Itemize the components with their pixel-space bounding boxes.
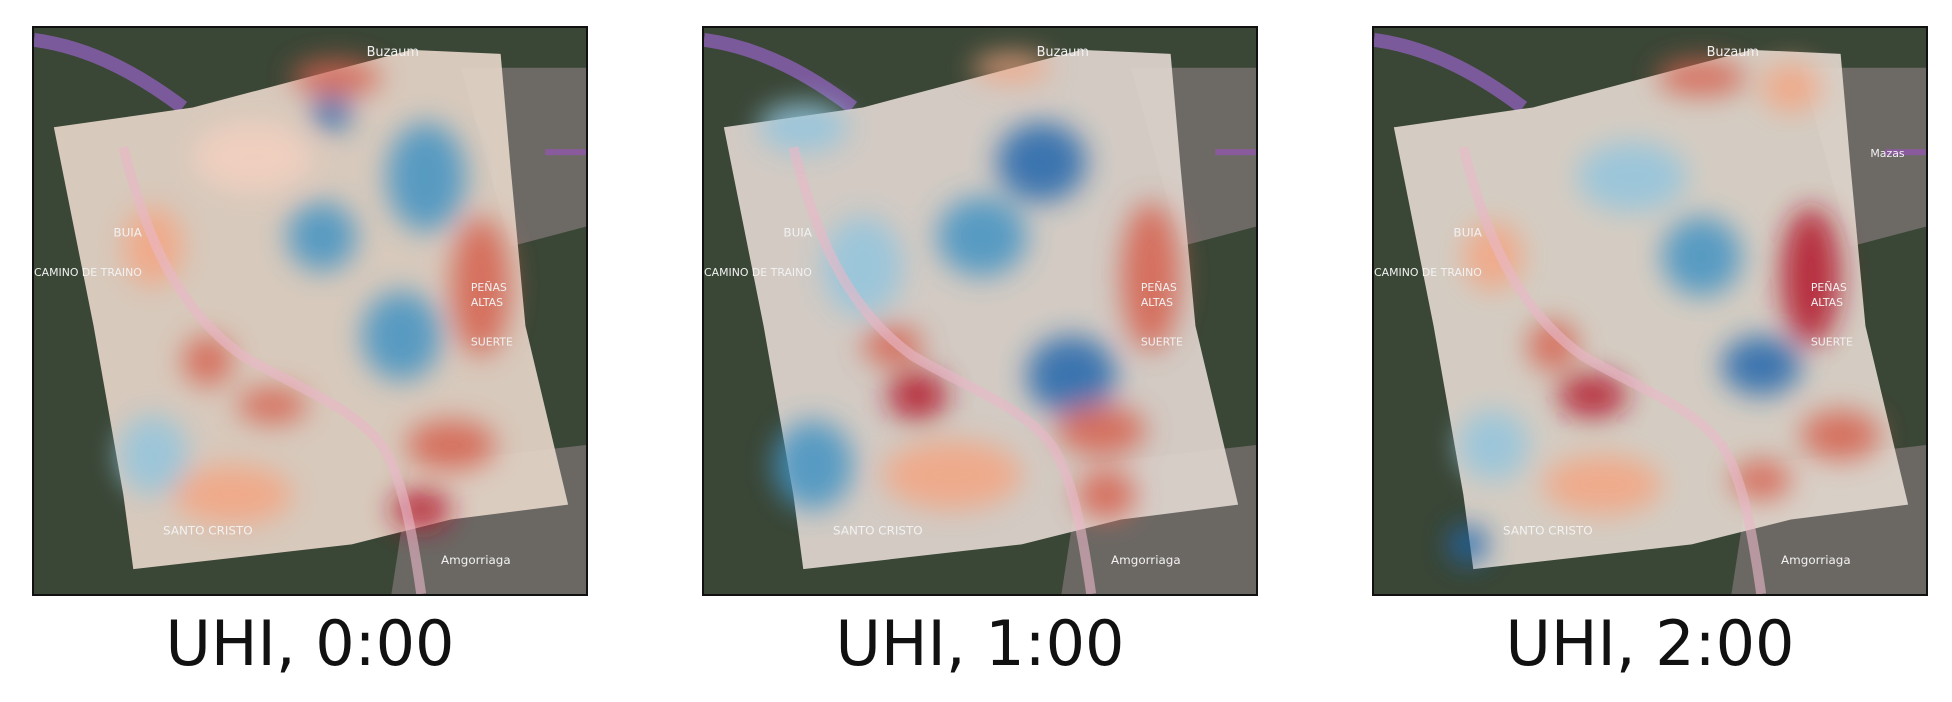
panel-0100: Buzaum BUIA CAMINO DE TRAINO PEÑAS ALTAS…: [702, 26, 1258, 684]
map-label-right-c: SUERTE: [471, 336, 513, 349]
uhi-anomalies: [1448, 59, 1881, 565]
map-label-bottom-right: Amgorriaga: [1781, 553, 1851, 567]
map-label-top: Buzaum: [367, 45, 419, 60]
uhi-map-0200: Buzaum Mazas BUIA CAMINO DE TRAINO PEÑAS…: [1374, 28, 1926, 594]
map-label-bottom-left: SANTO CRISTO: [1503, 523, 1593, 537]
map-label-road: CAMINO DE TRAINO: [34, 266, 142, 279]
map-label-left-town: BUIA: [783, 226, 812, 240]
map-label-right-a: PEÑAS: [1141, 281, 1177, 294]
highway-road: [1374, 33, 1528, 113]
uhi-anomalies: [758, 53, 1181, 520]
map-label-right-b: ALTAS: [1141, 296, 1173, 309]
uhi-map-0100: Buzaum BUIA CAMINO DE TRAINO PEÑAS ALTAS…: [704, 28, 1256, 594]
map-label-right-a: PEÑAS: [1811, 281, 1847, 294]
panel-caption: UHI, 2:00: [1505, 607, 1795, 680]
panel-0200: Buzaum Mazas BUIA CAMINO DE TRAINO PEÑAS…: [1372, 26, 1928, 684]
panel-caption: UHI, 0:00: [165, 607, 455, 680]
map-label-bottom-right: Amgorriaga: [441, 553, 511, 567]
ring-road: [118, 145, 427, 594]
map-label-top: Buzaum: [1707, 45, 1759, 60]
highway-road: [704, 33, 858, 113]
panel-caption: UHI, 1:00: [835, 607, 1125, 680]
map-label-bottom-right: Amgorriaga: [1111, 553, 1181, 567]
map-label-top: Buzaum: [1037, 45, 1089, 60]
map-label-road: CAMINO DE TRAINO: [704, 266, 812, 279]
map-label-right-c: SUERTE: [1141, 336, 1183, 349]
map-label-left-town: BUIA: [113, 226, 142, 240]
map-label-bottom-left: SANTO CRISTO: [833, 523, 923, 537]
map-label-right-a: PEÑAS: [471, 281, 507, 294]
map-panel: Buzaum BUIA CAMINO DE TRAINO PEÑAS ALTAS…: [702, 26, 1258, 596]
map-label-right-b: ALTAS: [471, 296, 503, 309]
map-label-left-town: BUIA: [1453, 226, 1482, 240]
map-panel: Buzaum BUIA CAMINO DE TRAINO PEÑAS ALTAS…: [32, 26, 588, 596]
panel-0000: Buzaum BUIA CAMINO DE TRAINO PEÑAS ALTAS…: [32, 26, 588, 684]
highway-road: [34, 33, 188, 113]
map-panel: Buzaum Mazas BUIA CAMINO DE TRAINO PEÑAS…: [1372, 26, 1928, 596]
map-label-bottom-left: SANTO CRISTO: [163, 523, 253, 537]
ring-road: [788, 145, 1097, 594]
map-label-right-b: ALTAS: [1811, 296, 1843, 309]
ring-road: [1458, 145, 1767, 594]
map-label-right-c: SUERTE: [1811, 336, 1853, 349]
map-label-top-right: Mazas: [1870, 147, 1904, 160]
uhi-map-0000: Buzaum BUIA CAMINO DE TRAINO PEÑAS ALTAS…: [34, 28, 586, 594]
map-label-road: CAMINO DE TRAINO: [1374, 266, 1482, 279]
